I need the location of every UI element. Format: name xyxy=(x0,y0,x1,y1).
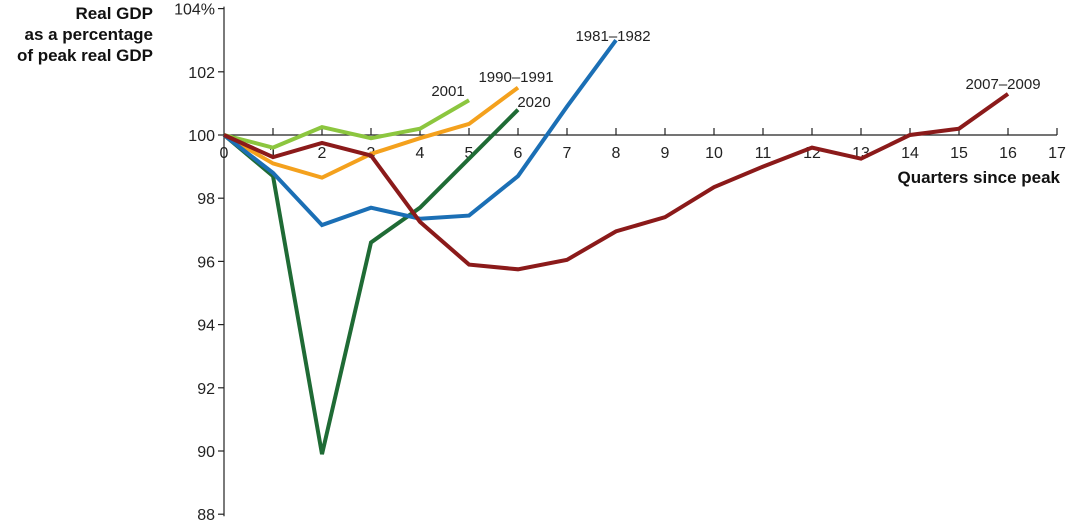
series-line-2020 xyxy=(222,108,520,455)
y-tick-label: 100 xyxy=(188,128,215,145)
x-tick-label: 1 xyxy=(269,145,278,162)
y-tick-label: 90 xyxy=(197,444,215,461)
y-tick-label: 96 xyxy=(197,254,215,271)
x-tick-label: 11 xyxy=(755,145,772,162)
y-tick-label: 88 xyxy=(197,507,215,524)
x-tick-label: 14 xyxy=(901,145,919,162)
axes xyxy=(223,6,1057,517)
series-lines xyxy=(222,39,1010,455)
x-tick-label: 8 xyxy=(612,145,621,162)
x-tick-label: 7 xyxy=(563,145,572,162)
y-tick-label: 104% xyxy=(174,2,215,19)
series-label-2020: 2020 xyxy=(517,94,550,111)
x-tick-label: 16 xyxy=(999,145,1017,162)
series-label-1990-1991: 1990–1991 xyxy=(478,69,553,86)
series-label-2001: 2001 xyxy=(431,83,464,100)
y-tick-label: 102 xyxy=(188,65,215,82)
y-tick-label: 98 xyxy=(197,191,215,208)
series-line-2007-2009 xyxy=(223,92,1010,272)
series-line-2001 xyxy=(223,98,471,150)
x-axis-label: Quarters since peak xyxy=(897,168,1060,187)
x-tick-label: 6 xyxy=(514,145,523,162)
x-tick-label: 2 xyxy=(318,145,327,162)
y-axis-label-line-3: of peak real GDP xyxy=(17,46,153,65)
y-tick-label: 92 xyxy=(197,381,215,398)
x-tick-label: 9 xyxy=(661,145,670,162)
y-axis-ticks: 88 90 92 94 96 98 100 102 104% xyxy=(174,2,224,524)
x-tick-label: 4 xyxy=(416,145,425,162)
series-label-2007-2009: 2007–2009 xyxy=(965,76,1040,93)
x-tick-label: 15 xyxy=(950,145,968,162)
y-axis-label-line-2: as a percentage xyxy=(24,25,153,44)
x-tick-label: 5 xyxy=(465,145,474,162)
x-tick-label: 17 xyxy=(1048,145,1066,162)
y-axis-label-line-1: Real GDP xyxy=(76,4,153,23)
series-label-1981-1982: 1981–1982 xyxy=(575,28,650,45)
x-tick-label: 0 xyxy=(220,145,229,162)
y-tick-label: 94 xyxy=(197,318,215,335)
x-tick-label: 10 xyxy=(705,145,723,162)
x-axis-ticks: 0 1 2 3 4 5 6 7 8 9 10 11 12 13 14 15 16 17 xyxy=(220,128,1066,162)
